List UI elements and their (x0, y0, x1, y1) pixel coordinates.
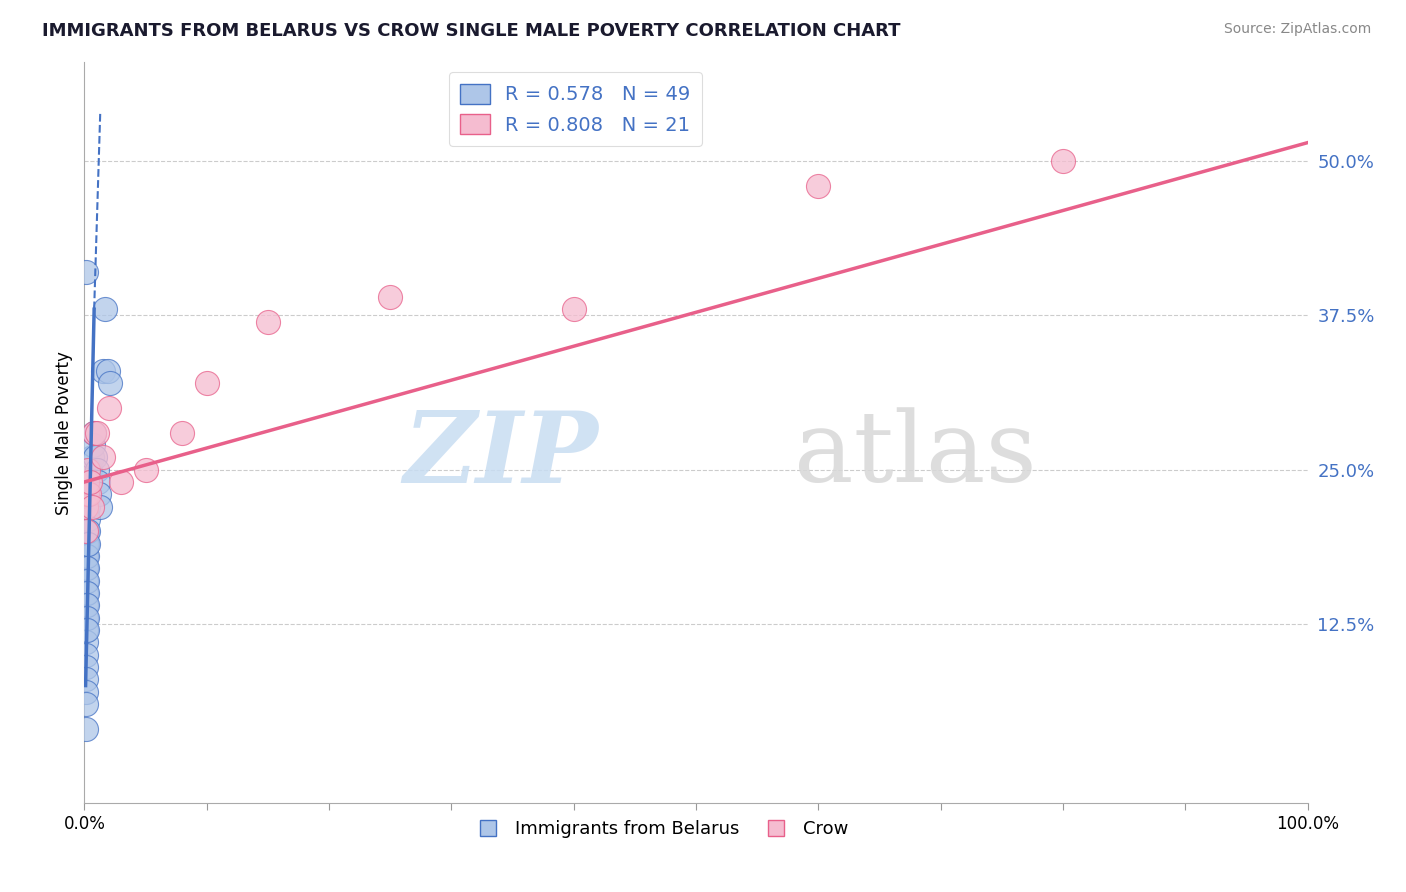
Point (94, 302, 117, 317)
Point (76, 561, 98, 575)
Point (562, 302, 585, 317)
Point (75, 524, 97, 539)
Point (77, 512, 100, 526)
Point (76, 610, 98, 624)
Point (82, 438, 104, 452)
Point (75, 673, 97, 687)
Point (75, 549, 97, 563)
Point (75, 648, 97, 662)
Point (1052, 154, 1074, 169)
Point (110, 475, 132, 489)
Point (76, 524, 98, 539)
Point (98, 376, 121, 391)
Point (77, 462, 100, 476)
Point (75, 561, 97, 575)
Point (83, 425, 105, 440)
Point (79, 462, 101, 476)
Point (91, 364, 114, 378)
Point (77, 524, 100, 539)
Point (195, 376, 218, 391)
Point (807, 178, 830, 193)
Text: Source: ZipAtlas.com: Source: ZipAtlas.com (1223, 22, 1371, 37)
Point (75, 610, 97, 624)
Point (87, 487, 110, 501)
Point (77, 500, 100, 514)
Point (75, 697, 97, 711)
Point (75, 500, 97, 514)
Point (77, 536, 100, 550)
Y-axis label: Single Male Poverty: Single Male Poverty (55, 351, 73, 515)
Point (80, 450, 103, 465)
Point (80, 500, 103, 514)
Text: atlas: atlas (794, 407, 1036, 503)
Point (75, 561, 97, 575)
Point (75, 549, 97, 563)
Point (75, 265, 97, 279)
Point (83, 425, 105, 440)
Point (89, 500, 111, 514)
Point (75, 623, 97, 637)
Point (380, 290, 402, 304)
Point (76, 623, 98, 637)
Point (75, 536, 97, 550)
Point (87, 475, 110, 489)
Point (75, 635, 97, 649)
Point (77, 487, 100, 501)
Point (75, 524, 97, 539)
Point (76, 536, 98, 550)
Legend: Immigrants from Belarus, Crow: Immigrants from Belarus, Crow (463, 814, 855, 846)
Point (75, 722, 97, 736)
Point (77, 475, 100, 489)
Point (76, 574, 98, 588)
Point (84, 450, 107, 465)
Point (76, 586, 98, 600)
Point (97, 364, 120, 378)
Point (75, 660, 97, 674)
Point (76, 487, 98, 501)
Text: ZIP: ZIP (404, 407, 598, 503)
Point (75, 574, 97, 588)
Point (79, 475, 101, 489)
Point (97, 401, 120, 415)
Point (75, 599, 97, 613)
Point (75, 524, 97, 539)
Point (75, 536, 97, 550)
Point (75, 586, 97, 600)
Point (76, 599, 98, 613)
Point (257, 314, 280, 328)
Point (86, 462, 108, 476)
Point (172, 425, 194, 440)
Point (91, 450, 114, 465)
Text: IMMIGRANTS FROM BELARUS VS CROW SINGLE MALE POVERTY CORRELATION CHART: IMMIGRANTS FROM BELARUS VS CROW SINGLE M… (42, 22, 901, 40)
Point (76, 475, 98, 489)
Point (75, 685, 97, 699)
Point (135, 462, 157, 476)
Point (77, 487, 100, 501)
Point (76, 549, 98, 563)
Point (86, 425, 108, 440)
